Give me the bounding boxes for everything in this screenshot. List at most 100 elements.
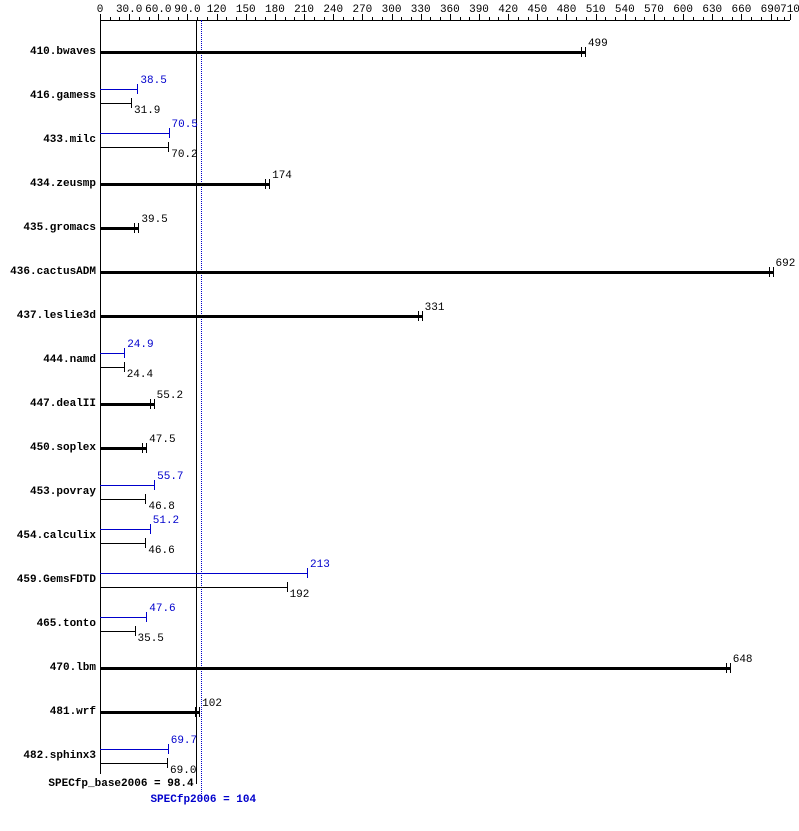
axis-minor-tick: [547, 17, 548, 20]
axis-tick-label: 630: [702, 4, 722, 16]
axis-minor-tick: [139, 17, 140, 20]
peak-value-label: 69.7: [171, 735, 197, 747]
axis-tick-label: 120: [207, 4, 227, 16]
base-value-label: 174: [272, 170, 292, 182]
axis-minor-tick: [314, 17, 315, 20]
axis-tick-label: 570: [644, 4, 664, 16]
bar-cap: [265, 179, 266, 189]
bar: [100, 183, 269, 186]
axis-tick-label: 600: [673, 4, 693, 16]
bar-cap: [581, 47, 582, 57]
bar-cap: [124, 348, 125, 358]
axis-tick-label: 540: [615, 4, 635, 16]
spec-chart: 030.060.090.0120150180210240270300330360…: [0, 0, 799, 831]
base-value-label: 648: [733, 654, 753, 666]
bar-cap: [150, 399, 151, 409]
bar: [100, 749, 168, 750]
bar-cap: [726, 663, 727, 673]
bar-cap: [169, 128, 170, 138]
base-value-label: 499: [588, 38, 608, 50]
bar-cap: [146, 443, 147, 453]
axis-minor-tick: [382, 17, 383, 20]
base-value-label: 192: [290, 589, 310, 601]
benchmark-label: 453.povray: [30, 486, 96, 498]
base-value-label: 70.2: [171, 149, 197, 161]
benchmark-label: 434.zeusmp: [30, 178, 96, 190]
axis-minor-tick: [664, 17, 665, 20]
axis-tick-label: 30.0: [116, 4, 142, 16]
axis-minor-tick: [576, 17, 577, 20]
bar: [100, 271, 773, 274]
base-value-label: 47.5: [149, 434, 175, 446]
axis-minor-tick: [401, 17, 402, 20]
axis-minor-tick: [777, 17, 778, 20]
axis-minor-tick: [119, 17, 120, 20]
axis-minor-tick: [265, 17, 266, 20]
bar-cap: [422, 311, 423, 321]
benchmark-label: 444.namd: [43, 354, 96, 366]
axis-baseline: [100, 20, 790, 21]
axis-tick-label: 150: [236, 4, 256, 16]
axis-minor-tick: [586, 17, 587, 20]
base-value-label: 69.0: [170, 765, 196, 777]
bar: [100, 227, 138, 230]
bar-cap: [124, 362, 125, 372]
axis-minor-tick: [644, 17, 645, 20]
axis-minor-tick: [784, 17, 785, 20]
bar-cap: [142, 443, 143, 453]
benchmark-label: 435.gromacs: [23, 222, 96, 234]
axis-tick-label: 90.0: [174, 4, 200, 16]
axis-minor-tick: [518, 17, 519, 20]
base-value-label: 46.8: [148, 501, 174, 513]
bar: [100, 543, 145, 544]
bar: [100, 315, 422, 318]
bar: [100, 403, 154, 406]
benchmark-label: 410.bwaves: [30, 46, 96, 58]
axis-minor-tick: [207, 17, 208, 20]
bar-cap: [167, 758, 168, 768]
bar: [100, 573, 307, 574]
bar: [100, 103, 131, 104]
bar: [100, 51, 585, 54]
base-value-label: 55.2: [157, 390, 183, 402]
axis-minor-tick: [440, 17, 441, 20]
bar: [100, 147, 168, 148]
base-value-label: 24.4: [127, 369, 153, 381]
bar-cap: [154, 480, 155, 490]
axis-minor-tick: [460, 17, 461, 20]
bar-cap: [134, 223, 135, 233]
axis-tick-label: 300: [382, 4, 402, 16]
axis-minor-tick: [673, 17, 674, 20]
axis-minor-tick: [635, 17, 636, 20]
axis-tick-label: 390: [469, 4, 489, 16]
axis-tick-label: 420: [498, 4, 518, 16]
axis-tick-label: 270: [352, 4, 372, 16]
bar-cap: [131, 98, 132, 108]
axis-tick-label: 0: [97, 4, 104, 16]
axis-minor-tick: [353, 17, 354, 20]
bar-cap: [135, 626, 136, 636]
peak-value-label: 24.9: [127, 339, 153, 351]
benchmark-label: 447.dealII: [30, 398, 96, 410]
bar-cap: [585, 47, 586, 57]
bar: [100, 667, 730, 670]
axis-minor-tick: [294, 17, 295, 20]
axis-minor-tick: [110, 17, 111, 20]
axis-tick-label: 450: [527, 4, 547, 16]
axis-minor-tick: [615, 17, 616, 20]
bar-cap: [137, 84, 138, 94]
axis-minor-tick: [489, 17, 490, 20]
axis-minor-tick: [469, 17, 470, 20]
axis-tick-label: 240: [323, 4, 343, 16]
bar: [100, 499, 145, 500]
peak-value-label: 51.2: [153, 515, 179, 527]
benchmark-label: 433.milc: [43, 134, 96, 146]
benchmark-label: 437.leslie3d: [17, 310, 96, 322]
bar-cap: [195, 707, 196, 717]
axis-minor-tick: [693, 17, 694, 20]
axis-minor-tick: [168, 17, 169, 20]
axis-minor-tick: [498, 17, 499, 20]
bar-cap: [199, 707, 200, 717]
bar-cap: [769, 267, 770, 277]
bar: [100, 89, 137, 90]
